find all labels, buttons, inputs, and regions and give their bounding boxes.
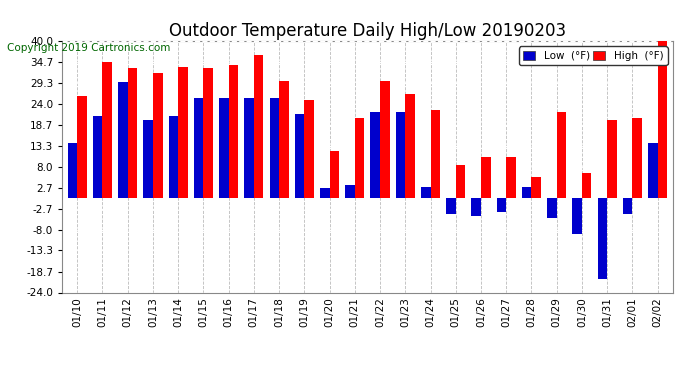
Bar [421, 186, 431, 198]
Bar [228, 65, 238, 198]
Title: Outdoor Temperature Daily High/Low 20190203: Outdoor Temperature Daily High/Low 20190… [169, 22, 566, 40]
Bar [153, 73, 163, 198]
Bar [648, 143, 658, 198]
Bar [128, 68, 137, 198]
Bar [572, 198, 582, 234]
Bar [219, 98, 228, 198]
Bar [446, 198, 455, 214]
Bar [118, 82, 128, 198]
Bar [506, 157, 516, 198]
Bar [270, 98, 279, 198]
Bar [471, 198, 481, 216]
Bar [244, 98, 254, 198]
Bar [330, 151, 339, 198]
Bar [144, 120, 153, 198]
Bar [279, 81, 288, 198]
Bar [522, 186, 531, 198]
Bar [395, 112, 405, 198]
Bar [168, 116, 178, 198]
Bar [582, 173, 591, 198]
Bar [194, 98, 204, 198]
Bar [481, 157, 491, 198]
Bar [304, 100, 314, 198]
Bar [295, 114, 304, 198]
Bar [547, 198, 557, 218]
Bar [254, 55, 264, 198]
Bar [77, 96, 87, 198]
Bar [658, 41, 667, 198]
Bar [345, 184, 355, 198]
Bar [623, 198, 632, 214]
Bar [178, 67, 188, 198]
Bar [598, 198, 607, 279]
Bar [204, 68, 213, 198]
Bar [355, 118, 364, 198]
Bar [607, 120, 617, 198]
Legend: Low  (°F), High  (°F): Low (°F), High (°F) [519, 46, 667, 65]
Bar [557, 112, 566, 198]
Bar [380, 81, 390, 198]
Text: Copyright 2019 Cartronics.com: Copyright 2019 Cartronics.com [7, 43, 170, 53]
Bar [431, 110, 440, 198]
Bar [455, 165, 465, 198]
Bar [103, 62, 112, 198]
Bar [497, 198, 506, 212]
Bar [68, 143, 77, 198]
Bar [531, 177, 541, 198]
Bar [371, 112, 380, 198]
Bar [320, 189, 330, 198]
Bar [405, 94, 415, 198]
Bar [632, 118, 642, 198]
Bar [93, 116, 103, 198]
